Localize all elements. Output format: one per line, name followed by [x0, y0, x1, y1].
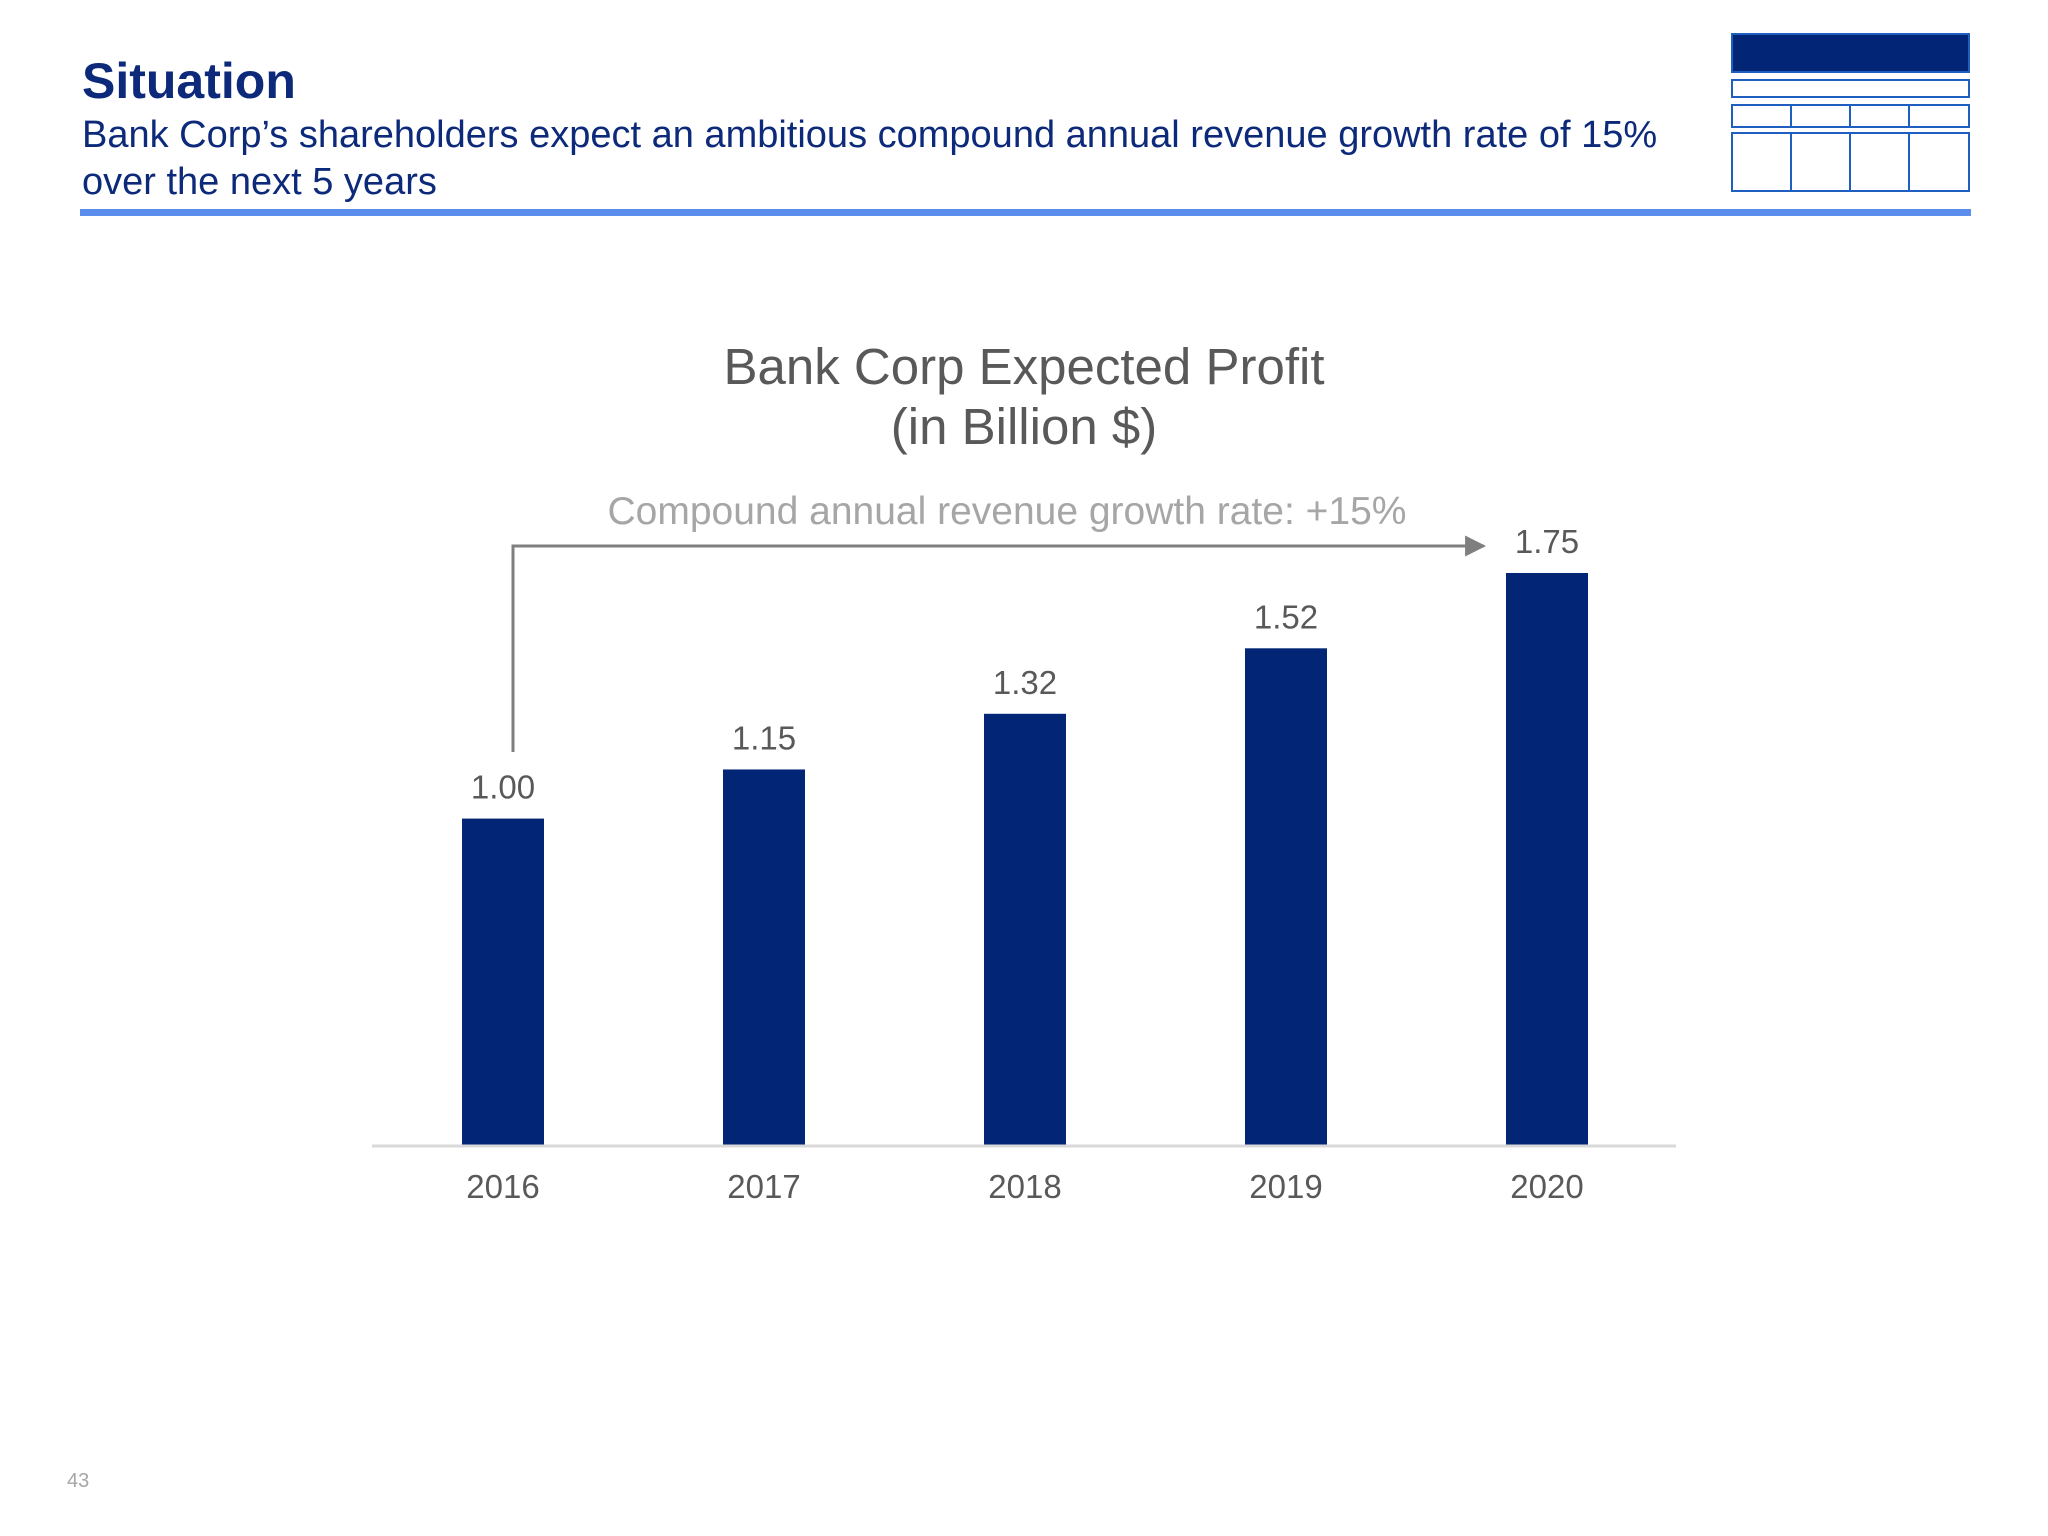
data-label-2018: 1.32 [993, 664, 1057, 701]
data-label-2016: 1.00 [471, 769, 535, 806]
table-layout-icon [1731, 33, 1970, 192]
x-tick-2016: 2016 [466, 1168, 539, 1205]
x-tick-2017: 2017 [727, 1168, 800, 1205]
bar-2018 [984, 713, 1066, 1146]
x-tick-2019: 2019 [1249, 1168, 1322, 1205]
slide-subtitle: Bank Corp’s shareholders expect an ambit… [82, 114, 1658, 203]
x-tick-2020: 2020 [1510, 1168, 1583, 1205]
x-tick-2018: 2018 [988, 1168, 1061, 1205]
page-number: 43 [67, 1470, 90, 1492]
data-label-2017: 1.15 [732, 719, 796, 756]
chart-subtitle: (in Billion $) [891, 398, 1157, 455]
bar-2020 [1506, 573, 1588, 1146]
cagr-annotation: Compound annual revenue growth rate: +15… [608, 490, 1407, 533]
bar-2019 [1245, 648, 1327, 1146]
data-label-2019: 1.52 [1254, 598, 1318, 635]
title-divider [80, 209, 1971, 216]
growth-arrow [511, 535, 1487, 752]
bar-2016 [462, 818, 544, 1146]
bar-2017 [723, 769, 805, 1146]
slide-title: Situation [82, 53, 296, 109]
chart-title: Bank Corp Expected Profit [724, 338, 1325, 395]
data-label-2020: 1.75 [1515, 523, 1579, 560]
